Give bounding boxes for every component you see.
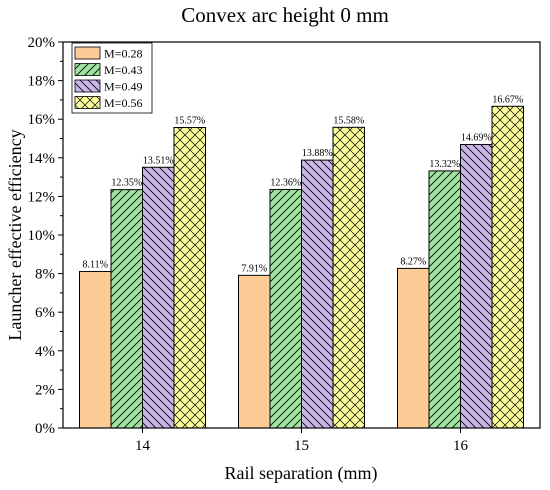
bar-M=0.28-14 — [79, 271, 111, 428]
y-tick-label: 12% — [28, 189, 56, 205]
legend-label: M=0.28 — [104, 47, 142, 61]
y-tick-label: 14% — [28, 151, 56, 167]
bar-pattern — [301, 160, 333, 428]
bar-pattern — [142, 167, 174, 428]
legend-label: M=0.43 — [104, 63, 142, 77]
y-tick-label: 18% — [28, 74, 56, 90]
legend-swatch-pattern — [75, 96, 100, 109]
y-tick-label: 0% — [35, 421, 55, 437]
y-tick-label: 20% — [28, 35, 56, 51]
legend-swatch — [75, 47, 100, 59]
legend: M=0.28 M=0.43 M=0.49 M=0.56 — [71, 42, 153, 114]
data-label: 7.91% — [241, 263, 267, 274]
data-label: 14.69% — [461, 132, 492, 143]
data-label: 16.67% — [492, 94, 523, 105]
y-axis-label: Launcher effective efficiency — [5, 129, 25, 340]
bar-pattern — [174, 127, 206, 429]
data-label: 15.58% — [333, 115, 364, 126]
chart-title: Convex arc height 0 mm — [181, 3, 389, 27]
y-tick-label: 16% — [28, 112, 56, 128]
legend-swatch-outline — [74, 46, 101, 60]
y-tick-label: 10% — [28, 228, 56, 244]
legend-swatch-pattern — [75, 80, 100, 92]
y-tick-label: 6% — [35, 305, 55, 321]
data-label: 15.57% — [174, 115, 205, 126]
y-tick-label: 8% — [35, 267, 55, 283]
legend-label: M=0.49 — [104, 80, 142, 94]
x-tick-label: 14 — [135, 438, 151, 454]
x-axis-label: Rail separation (mm) — [225, 463, 378, 484]
bar-pattern — [492, 106, 524, 429]
data-label: 8.27% — [400, 256, 426, 267]
bar-pattern — [460, 144, 492, 428]
bar-M=0.28-15 — [238, 275, 270, 428]
data-label: 13.88% — [302, 148, 333, 159]
bar-pattern — [429, 170, 461, 428]
y-tick-label: 2% — [35, 382, 55, 398]
data-label: 8.11% — [83, 259, 108, 270]
y-tick-label: 4% — [35, 344, 55, 360]
bar-pattern — [333, 127, 365, 428]
legend-label: M=0.56 — [104, 96, 142, 110]
data-label: 12.35% — [111, 178, 142, 189]
data-label: 12.36% — [270, 177, 301, 188]
legend-swatch-pattern — [75, 63, 100, 76]
legend-swatch-outline — [74, 96, 101, 109]
x-tick-label: 15 — [294, 438, 309, 454]
bar-pattern — [111, 189, 143, 428]
legend-swatch-outline — [74, 79, 101, 93]
x-tick-label: 16 — [453, 438, 469, 454]
bar-pattern — [270, 189, 302, 428]
bar-M=0.28-16 — [397, 268, 429, 428]
legend-swatch-outline — [74, 63, 101, 76]
data-label: 13.51% — [143, 155, 174, 166]
plot-frame — [62, 41, 541, 429]
data-label: 13.32% — [429, 159, 460, 170]
